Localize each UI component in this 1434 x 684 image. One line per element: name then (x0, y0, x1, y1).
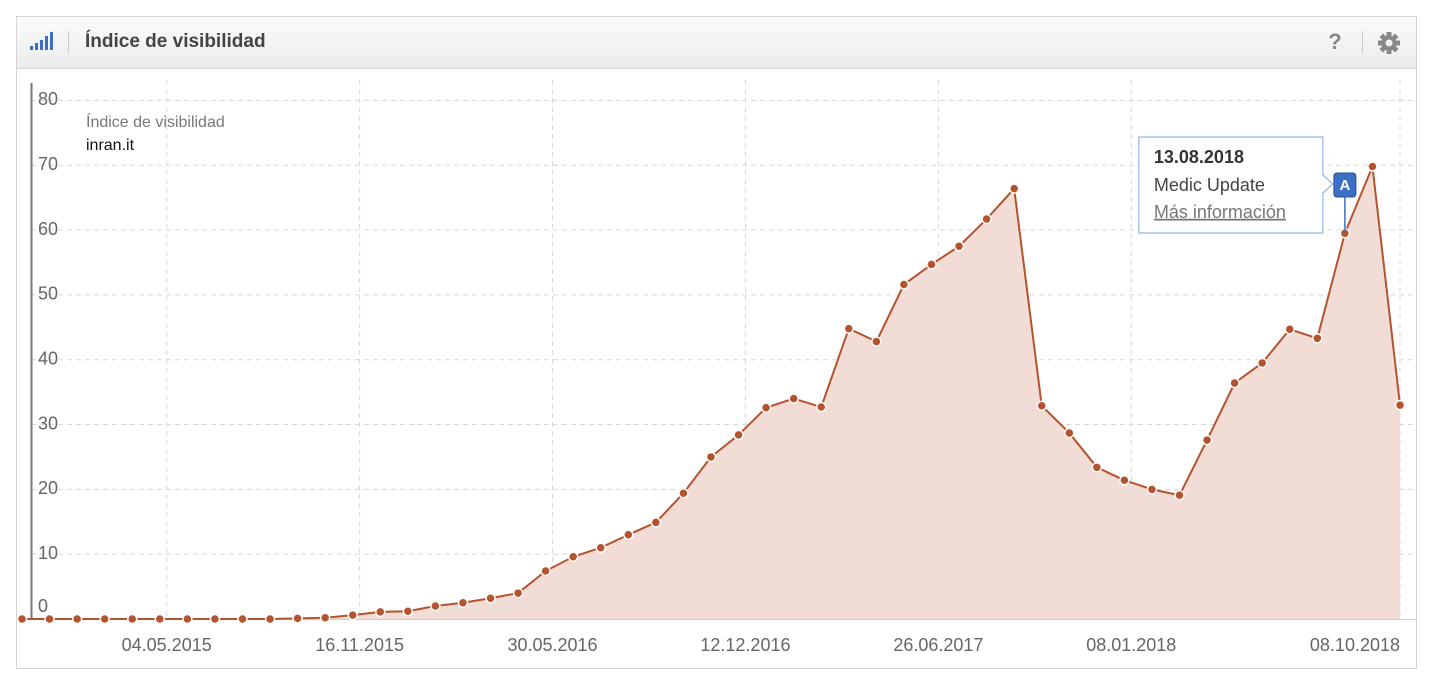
point (182, 613, 193, 625)
y-tick-label: 10 (38, 543, 58, 563)
point (567, 551, 579, 563)
point (1229, 377, 1240, 389)
point (981, 213, 992, 225)
point (347, 609, 358, 621)
y-tick-label: 0 (38, 596, 48, 616)
point (595, 542, 607, 553)
point (292, 613, 303, 624)
point (430, 600, 441, 612)
point (788, 393, 799, 404)
point (1064, 427, 1075, 439)
point (1394, 399, 1406, 411)
point (705, 451, 717, 463)
point (99, 613, 110, 625)
x-tick-label: 26.06.2017 (893, 635, 983, 655)
point (926, 259, 937, 270)
point (1146, 484, 1158, 495)
y-tick-label: 50 (38, 284, 58, 304)
legend-entry: inran.it (86, 137, 135, 154)
point (512, 587, 524, 599)
x-tick-label: 04.05.2015 (122, 635, 212, 655)
point (264, 613, 276, 625)
point (953, 241, 965, 252)
tooltip-date: 13.08.2018 (1154, 147, 1244, 167)
x-tick-label: 12.12.2016 (700, 635, 790, 655)
point (126, 613, 138, 625)
point (650, 517, 662, 528)
point (678, 487, 689, 499)
point (1312, 333, 1323, 344)
y-tick-label: 30 (38, 413, 58, 433)
point (237, 613, 248, 625)
settings-button[interactable] (1378, 32, 1400, 54)
x-tick-label: 16.11.2015 (315, 635, 404, 655)
point (1174, 489, 1185, 501)
y-tick-label: 70 (38, 154, 58, 174)
point (154, 613, 166, 625)
point (1119, 475, 1130, 486)
x-tick-label: 08.10.2018 (1310, 635, 1400, 655)
point (1008, 183, 1020, 194)
area (22, 166, 1400, 619)
point (1036, 400, 1047, 411)
y-tick-label: 20 (38, 478, 58, 498)
point (319, 612, 331, 623)
point (375, 606, 386, 618)
point (623, 529, 634, 540)
point (1367, 161, 1378, 172)
tooltip-title: Medic Update (1154, 175, 1265, 195)
signal-icon (30, 32, 53, 50)
header-bar (17, 17, 1416, 68)
point (871, 336, 882, 347)
point (733, 429, 744, 441)
point (16, 613, 28, 625)
point (402, 605, 414, 617)
x-tick-label: 30.05.2016 (507, 635, 597, 655)
point (457, 597, 469, 609)
y-tick-label: 60 (38, 219, 58, 239)
tooltip-link[interactable]: Más información (1154, 202, 1286, 222)
annotation-flag-label: A (1339, 177, 1350, 194)
point (1201, 434, 1213, 446)
annotation-tooltip (1138, 136, 1334, 234)
header-title: Índice de visibilidad (85, 30, 266, 52)
point (1256, 357, 1268, 369)
point (485, 593, 496, 604)
annotation-flag (1333, 172, 1357, 198)
point (1091, 462, 1103, 473)
y-tick-label: 40 (38, 348, 58, 368)
point (1284, 323, 1296, 335)
point (815, 401, 827, 413)
point (760, 402, 772, 413)
help-button[interactable]: ? (1328, 29, 1341, 54)
y-tick-label: 80 (38, 89, 58, 109)
point (898, 279, 910, 290)
point (44, 613, 55, 625)
point (843, 323, 855, 334)
legend-title: Índice de visibilidad (86, 112, 225, 131)
x-tick-label: 08.01.2018 (1086, 635, 1176, 655)
point (209, 613, 221, 625)
point (71, 613, 83, 625)
point (540, 565, 551, 577)
